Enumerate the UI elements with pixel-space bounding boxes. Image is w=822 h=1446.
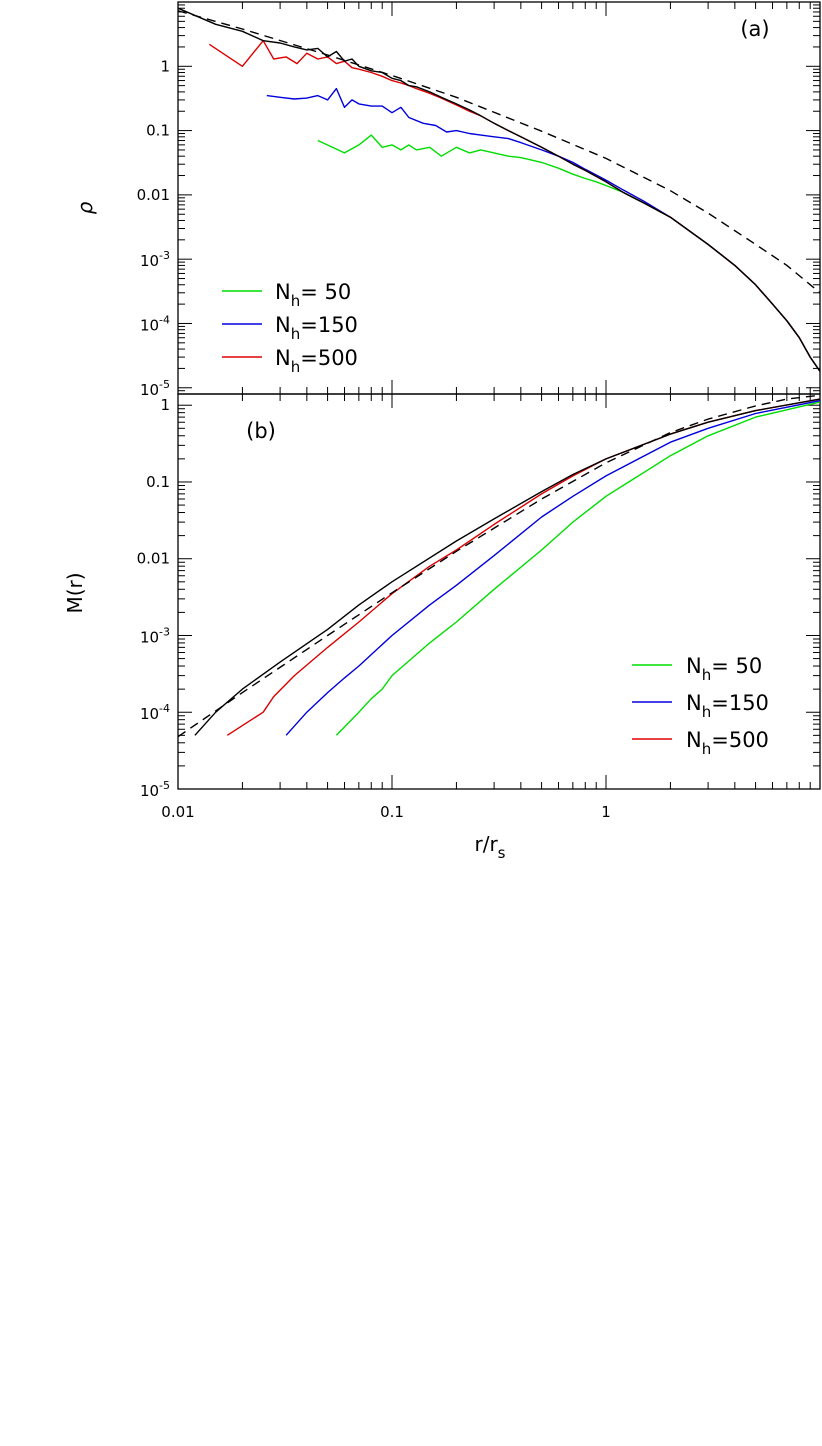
y-tick-label: 0.01 (137, 550, 170, 568)
x-axis-title: r/rs (474, 832, 505, 862)
legend-label: Nh=500 (275, 346, 358, 376)
plot-frame (177, 393, 821, 790)
panel-label: (b) (246, 419, 276, 443)
y-tick-label: 10-3 (140, 249, 170, 270)
y-tick-label: 1 (160, 396, 170, 414)
model-curve-dashed (178, 10, 820, 294)
legend-label: Nh= 50 (686, 654, 762, 684)
legend-label: Nh= 50 (275, 280, 351, 310)
y-tick-label: 0.01 (137, 186, 170, 204)
series-line-3 (178, 7, 820, 372)
legend-label: Nh=500 (686, 728, 769, 758)
y-axis-title: ρ (73, 201, 97, 214)
series-line-0 (335, 401, 820, 736)
y-tick-label: 10-3 (140, 625, 170, 646)
y-tick-label: 10-5 (140, 779, 170, 800)
panel-density: 10-5 10-4 10-3 0.01 0.1 1 (a) ρ Nh= 50Nh=150Nh=5… (73, 1, 821, 399)
legend-label: Nh=150 (275, 313, 358, 343)
panel-mass: 10-5 10-4 10-3 0.01 0.1 1 0.01 0.1 1 (b) M(r) Nh= 5… (63, 393, 821, 862)
y-tick-label: 10-4 (140, 313, 170, 334)
y-tick-label: 0.1 (146, 473, 170, 491)
series-line-3 (194, 398, 820, 736)
y-tick-label: 1 (160, 57, 170, 75)
x-tick-label: 0.01 (161, 803, 194, 821)
y-tick-label: 10-5 (140, 378, 170, 399)
series-group (178, 7, 820, 372)
series-line-1 (285, 399, 820, 736)
legend-label: Nh=150 (686, 691, 769, 721)
series-group (178, 394, 820, 738)
y-axis-title: M(r) (63, 572, 87, 613)
y-tick-label: 10-4 (140, 702, 170, 723)
x-tick-label: 1 (601, 803, 611, 821)
y-tick-label: 0.1 (146, 122, 170, 140)
panel-label: (a) (740, 17, 769, 41)
model-curve-dashed (178, 394, 820, 738)
x-tick-label: 0.1 (380, 803, 404, 821)
